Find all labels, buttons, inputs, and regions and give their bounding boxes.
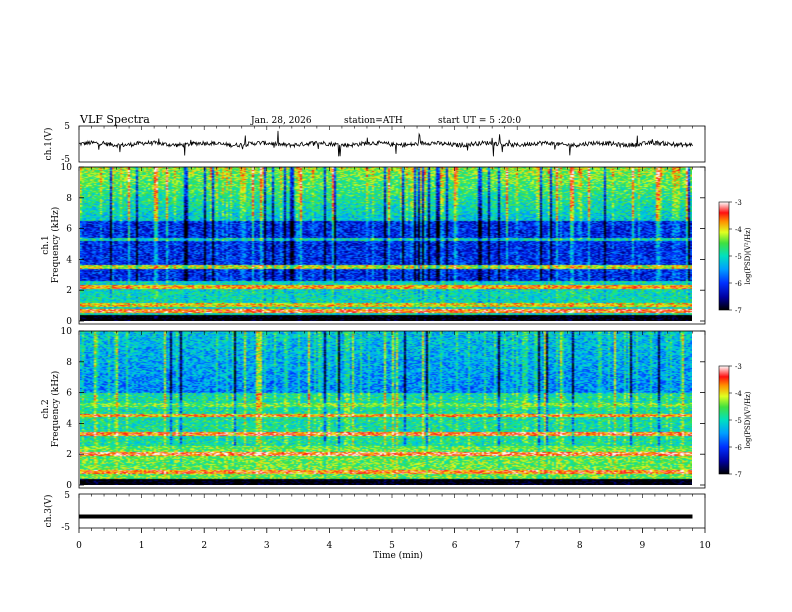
ch2-frequency-ytick-label: 10 xyxy=(61,327,73,337)
ch1-waveform-ylabel: ch.1(V) xyxy=(43,128,54,161)
time-tick-label: 5 xyxy=(389,541,395,551)
time-tick-label: 2 xyxy=(201,541,207,551)
time-tick-label: 7 xyxy=(514,541,520,551)
ch2-spectrogram-image xyxy=(80,331,692,485)
ch2-frequency-ytick-label: 8 xyxy=(66,358,72,368)
ch3-waveform-ylabel: ch.3(V) xyxy=(43,495,54,528)
time-tick-label: 6 xyxy=(452,541,458,551)
ch2-frequency-ytick-label: 0 xyxy=(66,481,72,491)
ch1-ytick-top: 5 xyxy=(64,122,70,132)
ch1-frequency-ytick-label: 2 xyxy=(66,286,72,296)
ch1-frequency-ytick-label: 4 xyxy=(66,255,72,265)
ch1-spectrogram-image xyxy=(80,167,692,321)
ch2-colorbar-label: log(PSD)(V²/Hz) xyxy=(744,391,752,448)
ch1-colorbar-tick-label: -5 xyxy=(735,253,742,261)
ch2-spectrogram-panel: 0 2 4 6 8 10 ch.2 Frequency (kHz) xyxy=(41,327,706,491)
figure-title: VLF Spectra xyxy=(79,113,150,126)
ch2-colorbar: -3 -4 -5 -6 -7 log(PSD)(V²/Hz) xyxy=(718,363,752,479)
ch1-frequency-ytick-label: 10 xyxy=(61,163,73,173)
ch1-frequency-ytick-label: 0 xyxy=(66,317,72,327)
ch3-waveform-frame xyxy=(78,493,706,529)
ch2-frequency-ylabel: Frequency (kHz) xyxy=(50,371,61,448)
ch1-frequency-ytick-label: 8 xyxy=(66,194,72,204)
ch1-colorbar-tick-label: -6 xyxy=(735,280,742,288)
time-tick-label: 3 xyxy=(264,541,270,551)
ch1-colorbar-label: log(PSD)(V²/Hz) xyxy=(744,227,752,284)
ch1-frequency-ytick-label: 6 xyxy=(66,225,72,235)
ch2-colorbar-tick-label: -4 xyxy=(735,390,742,398)
ch1-waveform-trace xyxy=(79,130,693,157)
time-tick-label: 8 xyxy=(577,541,583,551)
time-tick-label: 1 xyxy=(139,541,145,551)
ch3-waveform-panel: 5 -5 ch.3(V) xyxy=(43,491,706,533)
time-tick-label: 9 xyxy=(640,541,646,551)
ch2-frequency-ytick-label: 2 xyxy=(66,450,72,460)
ch1-colorbar: -3 -4 -5 -6 -7 log(PSD)(V²/Hz) xyxy=(718,199,752,315)
station-label: station=ATH xyxy=(344,116,403,126)
ch3-ytick-bottom: -5 xyxy=(61,523,70,533)
time-axis-label: Time (min) xyxy=(373,550,423,561)
ch2-colorbar-tick-label: -5 xyxy=(735,417,742,425)
ch2-frequency-ytick-label: 6 xyxy=(66,389,72,399)
ch2-colorbar-tick-label: -7 xyxy=(735,471,742,479)
ch1-spectrogram-panel: 0 2 4 6 8 10 ch.1 Frequency (kHz) xyxy=(41,163,706,327)
ch1-ytick-bottom: -5 xyxy=(61,155,70,165)
ch2-colorbar-gradient xyxy=(718,365,730,475)
ch1-channel-label: ch.1 xyxy=(41,235,51,254)
time-axis: 0 1 2 3 4 5 6 7 8 9 10 xyxy=(76,126,711,551)
time-tick-label: 10 xyxy=(699,541,711,551)
ch2-colorbar-tick-label: -3 xyxy=(735,363,742,371)
time-tick-label: 4 xyxy=(327,541,333,551)
start-time-label: start UT = 5 :20:0 xyxy=(438,116,521,126)
time-tick-label: 0 xyxy=(76,541,82,551)
ch2-channel-label: ch.2 xyxy=(41,399,51,418)
ch2-frequency-ytick-label: 4 xyxy=(66,419,72,429)
ch1-colorbar-tick-label: -7 xyxy=(735,307,742,315)
ch3-ytick-top: 5 xyxy=(64,491,70,501)
ch1-colorbar-gradient xyxy=(718,201,730,311)
ch1-colorbar-tick-label: -3 xyxy=(735,199,742,207)
ch2-colorbar-tick-label: -6 xyxy=(735,444,742,452)
ch1-waveform-panel: 5 -5 ch.1(V) xyxy=(43,122,706,165)
ch1-colorbar-tick-label: -4 xyxy=(735,226,742,234)
date-label: Jan. 28, 2026 xyxy=(250,116,312,126)
ch1-frequency-ylabel: Frequency (kHz) xyxy=(50,207,61,284)
